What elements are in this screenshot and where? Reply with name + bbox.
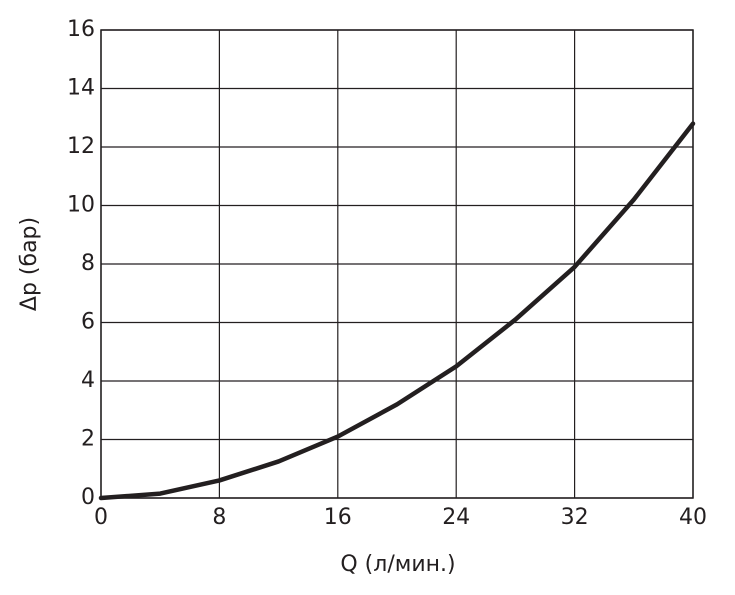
x-tick-label: 24	[442, 505, 470, 530]
x-tick-label: 8	[212, 505, 226, 530]
y-tick-label: 12	[67, 134, 95, 159]
y-tick-label: 4	[81, 368, 95, 393]
x-tick-label: 40	[679, 505, 707, 530]
y-tick-label: 8	[81, 251, 95, 276]
y-tick-label: 16	[67, 17, 95, 42]
y-tick-label: 6	[81, 310, 95, 335]
x-tick-label: 0	[94, 505, 108, 530]
y-tick-label: 2	[81, 427, 95, 452]
y-tick-label: 10	[67, 193, 95, 218]
y-tick-label: 14	[67, 76, 95, 101]
x-tick-label: 32	[561, 505, 589, 530]
x-axis-label: Q (л/мин.)	[340, 552, 455, 577]
y-tick-label: 0	[81, 485, 95, 510]
plot-frame	[100, 29, 694, 499]
x-tick-label: 16	[324, 505, 352, 530]
data-line	[98, 121, 696, 501]
y-axis-label: Δp (бар)	[17, 217, 42, 311]
